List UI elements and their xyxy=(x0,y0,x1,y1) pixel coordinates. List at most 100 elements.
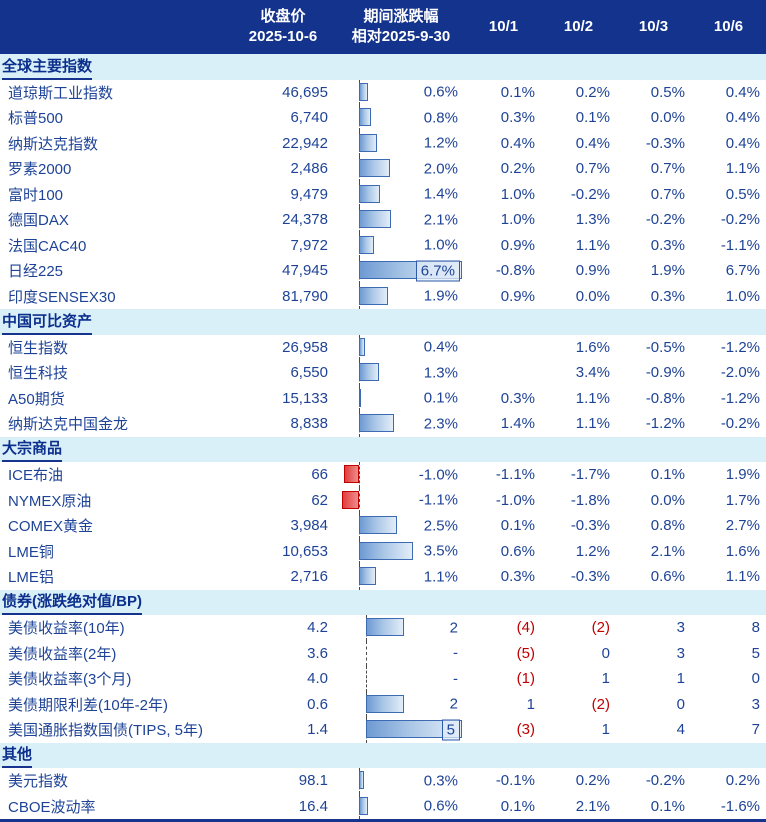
day-change-value: 0.1% xyxy=(500,517,535,535)
databar-region: 2.1% xyxy=(342,207,462,233)
period-change-value: 0.6% xyxy=(423,83,458,101)
databar-region: 1.9% xyxy=(342,283,462,309)
close-price: 8,838 xyxy=(290,415,328,433)
section-header: 中国可比资产 xyxy=(0,309,766,335)
databar-region: - xyxy=(342,666,462,692)
period-change-value: - xyxy=(453,670,458,688)
row-label: A50期货 xyxy=(8,390,65,408)
day-change-value: 3 xyxy=(676,619,685,637)
day-change-value: (5) xyxy=(516,644,535,662)
period-change-cell: 0.6% xyxy=(336,79,466,105)
day-change-value: 0.1% xyxy=(650,466,685,484)
period-change-value: 0.6% xyxy=(423,797,458,815)
section-header: 债券(涨跌绝对值/BP) xyxy=(0,589,766,615)
day-change-value: 0.4% xyxy=(725,134,760,152)
day-change-value: 1.6% xyxy=(575,338,610,356)
databar-region: 1.3% xyxy=(342,360,462,386)
close-price: 98.1 xyxy=(298,772,328,790)
day-change-value: -1.6% xyxy=(720,797,760,815)
databar-region: 2.0% xyxy=(342,156,462,182)
header-close-price: 收盘价 2025-10-6 xyxy=(230,0,336,54)
row-label: COMEX黄金 xyxy=(8,518,94,536)
table-row: COMEX黄金 3,984 2.5% 0.1% -0.3% 0.8% 2.7% xyxy=(0,513,766,539)
period-change-cell: 0.1% xyxy=(336,385,466,411)
period-change-cell: 2.1% xyxy=(336,207,466,233)
day-change-value: 0.8% xyxy=(650,517,685,535)
day-change-value: 0.9% xyxy=(500,236,535,254)
period-change-cell: 2 xyxy=(336,691,466,717)
day-change-value: 1.9% xyxy=(725,466,760,484)
day-change-value: 0.4% xyxy=(500,134,535,152)
period-change-value: -1.1% xyxy=(418,491,458,509)
table-row: 恒生指数 26,958 0.4% 1.6% -0.5% -1.2% xyxy=(0,334,766,360)
period-change-value: 2.5% xyxy=(423,517,458,535)
period-change-value: 0.3% xyxy=(423,772,458,790)
close-price: 2,716 xyxy=(290,568,328,586)
period-change-cell: 1.0% xyxy=(336,232,466,258)
close-price: 10,653 xyxy=(282,542,328,560)
close-price: 46,695 xyxy=(282,83,328,101)
day-change-value: -0.2% xyxy=(720,211,760,229)
period-change-bar xyxy=(358,337,366,356)
day-change-value: 1.3% xyxy=(575,211,610,229)
row-label: 美债收益率(10年) xyxy=(8,620,125,638)
row-label: 美元指数 xyxy=(8,773,69,791)
table-row: LME铜 10,653 3.5% 0.6% 1.2% 2.1% 1.6% xyxy=(0,538,766,564)
day-change-value: -0.2% xyxy=(645,211,685,229)
databar-region: 3.5% xyxy=(342,538,462,564)
period-change-cell: 3.5% xyxy=(336,538,466,564)
day-change-value: 1.7% xyxy=(725,491,760,509)
close-price: 6,740 xyxy=(290,109,328,127)
day-change-value: -0.3% xyxy=(570,568,610,586)
databar-region: 6.7% xyxy=(342,258,462,284)
day-change-value: -1.8% xyxy=(570,491,610,509)
close-price: 0.6 xyxy=(307,695,328,713)
period-change-value: 5 xyxy=(441,719,460,741)
table-body: 全球主要指数 道琼斯工业指数 46,695 0.6% 0.1% 0.2% 0.5% 0.4% 标… xyxy=(0,54,766,819)
table-row: 印度SENSEX30 81,790 1.9% 0.9% 0.0% 0.3% 1.0% xyxy=(0,283,766,309)
day-change-value: 1 xyxy=(676,670,685,688)
day-change-value: -0.3% xyxy=(645,134,685,152)
day-change-value: (2) xyxy=(591,695,610,713)
day-change-value: (4) xyxy=(516,619,535,637)
databar-region: 2 xyxy=(342,615,462,641)
day-change-value: 0.1% xyxy=(500,83,535,101)
row-label: NYMEX原油 xyxy=(8,492,92,510)
table-row: 美债收益率(10年) 4.2 2 (4) (2) 3 8 xyxy=(0,615,766,641)
day-change-value: 0.3% xyxy=(500,109,535,127)
header-period-change-base: 相对2025-9-30 xyxy=(351,28,451,45)
day-change-value: 2.7% xyxy=(725,517,760,535)
period-change-bar xyxy=(358,82,369,101)
day-change-value: 1.0% xyxy=(725,287,760,305)
day-change-value: 1.0% xyxy=(500,211,535,229)
table-row: 恒生科技 6,550 1.3% 3.4% -0.9% -2.0% xyxy=(0,360,766,386)
period-change-value: 0.8% xyxy=(423,109,458,127)
day-change-value: 0.2% xyxy=(500,160,535,178)
day-change-value: 7 xyxy=(751,721,760,739)
header-day-4: 10/6 xyxy=(713,18,744,35)
close-price: 4.0 xyxy=(307,670,328,688)
close-price: 62 xyxy=(311,491,328,509)
header-day-1: 10/1 xyxy=(488,18,519,35)
close-price: 47,945 xyxy=(282,262,328,280)
table-row: 罗素2000 2,486 2.0% 0.2% 0.7% 0.7% 1.1% xyxy=(0,156,766,182)
day-change-value: 3.4% xyxy=(575,364,610,382)
day-change-value: 1.1% xyxy=(725,568,760,586)
day-change-value: 0.2% xyxy=(575,772,610,790)
day-change-value: 0 xyxy=(676,695,685,713)
databar-region: 1.2% xyxy=(342,130,462,156)
period-change-cell: 1.2% xyxy=(336,130,466,156)
row-label: 恒生科技 xyxy=(8,365,69,383)
row-label: CBOE波动率 xyxy=(8,798,96,816)
day-change-value: -0.2% xyxy=(720,415,760,433)
day-change-value: (2) xyxy=(591,619,610,637)
databar-region: 0.1% xyxy=(342,385,462,411)
day-change-value: 8 xyxy=(751,619,760,637)
section-header: 其他 xyxy=(0,742,766,768)
day-change-value: 0.1% xyxy=(575,109,610,127)
day-change-value: (1) xyxy=(516,670,535,688)
table-row: 美国通胀指数国债(TIPS, 5年) 1.4 5 (3) 1 4 7 xyxy=(0,717,766,743)
databar-region: -1.1% xyxy=(342,487,462,513)
day-change-value: 0.7% xyxy=(575,160,610,178)
day-change-value: 0.0% xyxy=(650,491,685,509)
